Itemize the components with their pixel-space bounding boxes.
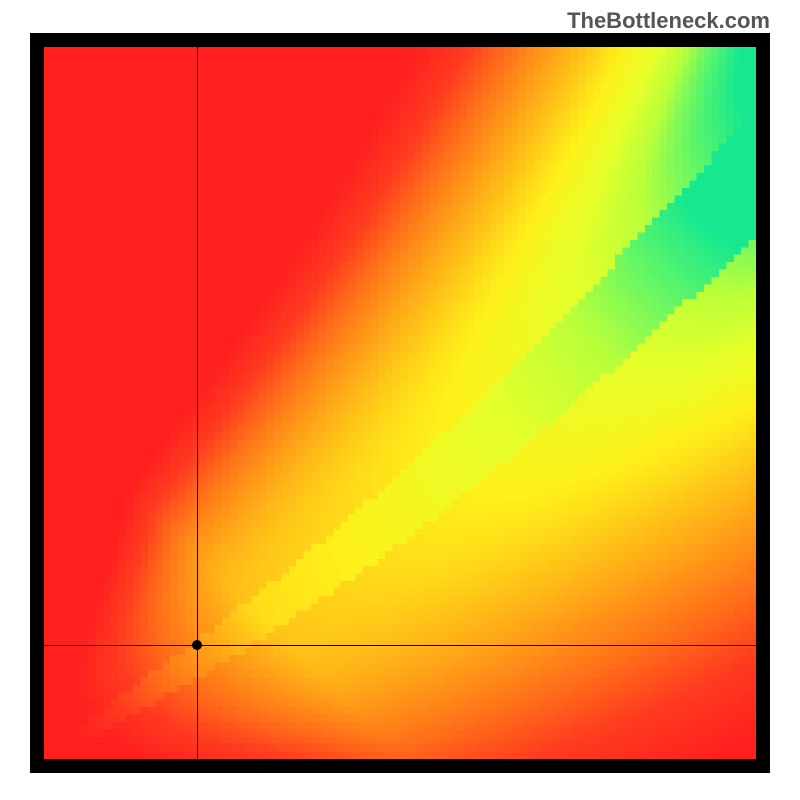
chart-frame bbox=[30, 33, 770, 773]
chart-container: TheBottleneck.com bbox=[0, 0, 800, 800]
watermark-text: TheBottleneck.com bbox=[567, 8, 770, 34]
crosshair-vertical-line bbox=[197, 47, 198, 759]
crosshair-horizontal-line bbox=[44, 645, 756, 646]
bottleneck-heatmap bbox=[44, 47, 756, 759]
